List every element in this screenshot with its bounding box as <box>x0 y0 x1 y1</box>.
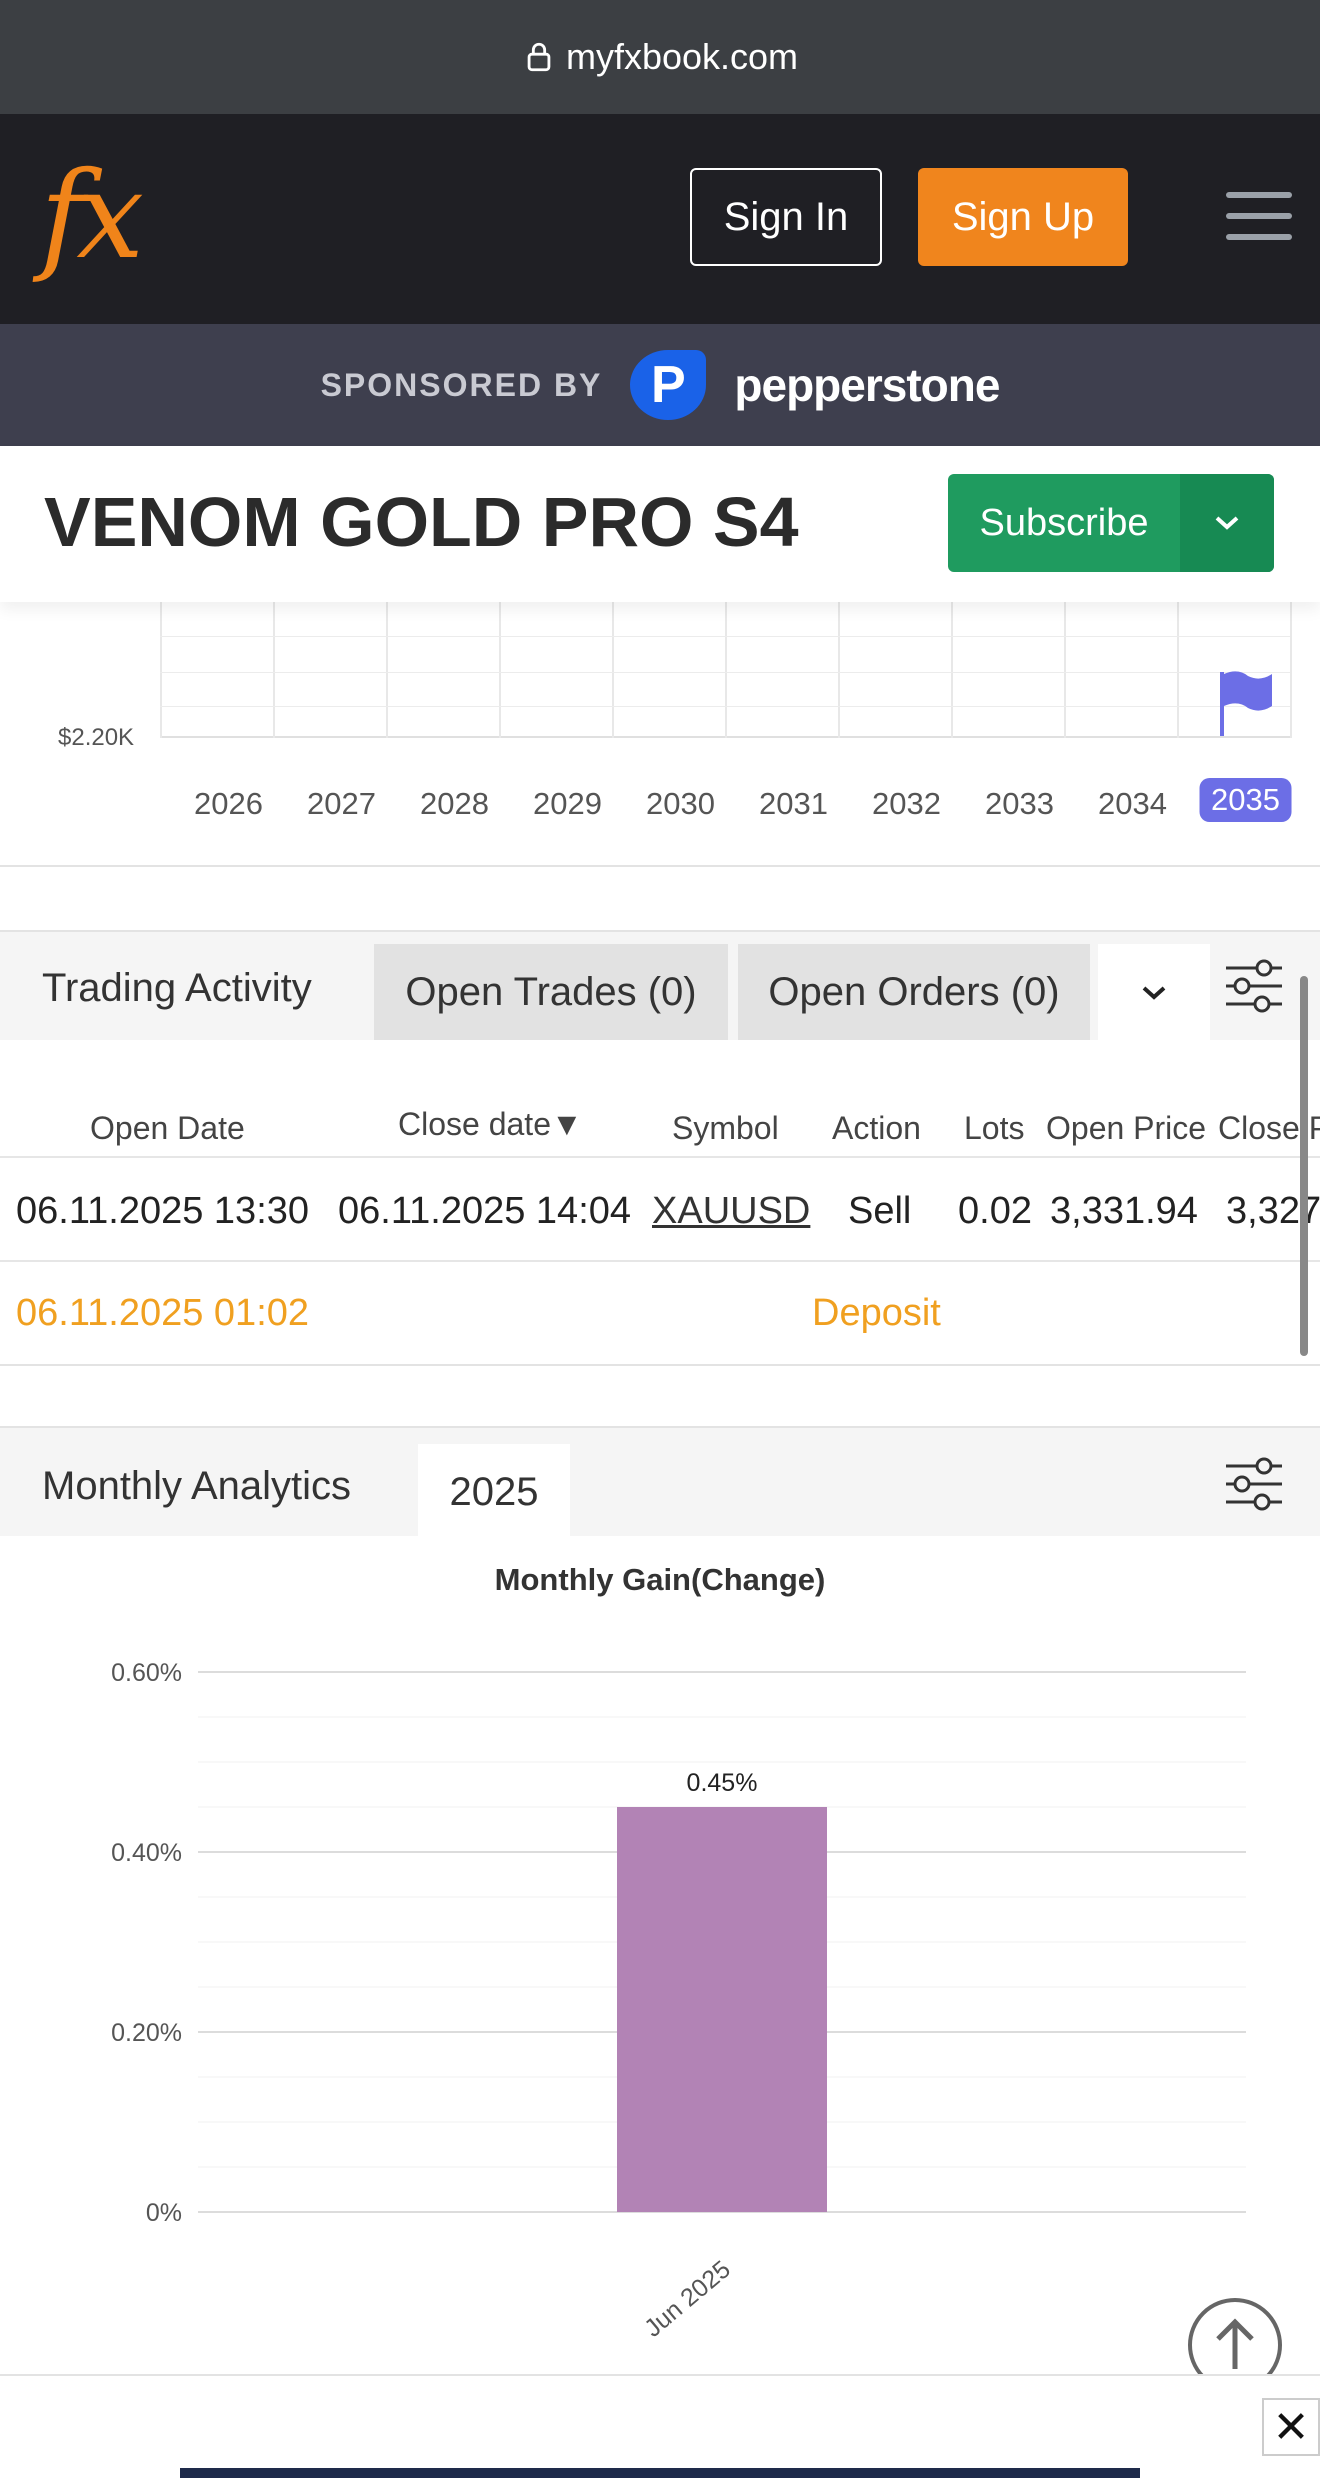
year-label-2029[interactable]: 2029 <box>533 786 602 821</box>
growth-grid-line <box>160 636 1290 637</box>
x-tick-label: Jun 2025 <box>639 2255 736 2343</box>
sponsor-banner[interactable]: SPONSORED BY P pepperstone <box>0 324 1320 446</box>
growth-grid-line <box>1064 602 1066 738</box>
table-scrollbar[interactable] <box>1300 976 1308 1356</box>
cell-open-price: 3,331.94 <box>1050 1190 1198 1232</box>
tab-open-trades[interactable]: Open Trades (0) <box>374 944 728 1040</box>
cell-lots: 0.02 <box>958 1190 1032 1232</box>
chart-title: Monthly Gain(Change) <box>494 1562 826 1597</box>
trading-activity-section: Trading Activity Open Trades (0) Open Or… <box>0 930 1320 1366</box>
col-open-date[interactable]: Open Date <box>90 1110 245 1146</box>
browser-url-text: myfxbook.com <box>565 36 799 77</box>
growth-grid-line <box>160 672 1290 673</box>
growth-chart: $2.20K 2026 2027 2028 2029 2030 2031 2032 2033 2… <box>0 602 1320 867</box>
year-label-2034[interactable]: 2034 <box>1098 786 1167 821</box>
growth-grid-line <box>160 602 162 738</box>
growth-grid-line <box>386 602 388 738</box>
cell-open-date: 06.11.2025 13:30 <box>16 1190 310 1232</box>
col-open-price[interactable]: Open Price <box>1046 1110 1207 1146</box>
year-label-2032[interactable]: 2032 <box>872 786 941 821</box>
y-tick-label: 0.40% <box>111 1839 182 1867</box>
subscribe-dropdown[interactable] <box>1180 474 1274 572</box>
chevron-down-icon <box>1142 986 1166 1000</box>
chevron-down-icon <box>1215 516 1239 530</box>
filter-settings-icon[interactable] <box>1222 956 1286 1016</box>
col-close-date[interactable]: Close date▼ <box>398 1106 583 1142</box>
sponsor-label: SPONSORED BY <box>320 366 603 403</box>
y-tick-label: 0% <box>146 2199 182 2227</box>
growth-grid-line <box>612 602 614 738</box>
hamburger-menu-icon[interactable] <box>1226 192 1292 240</box>
subscribe-button[interactable]: Subscribe <box>979 501 1149 544</box>
table-row[interactable]: 06.11.2025 13:30 06.11.2025 14:04 XAUUSD… <box>0 1156 1320 1262</box>
site-info-icon[interactable] <box>522 40 556 74</box>
fx-logo[interactable]: fx <box>40 147 144 286</box>
flag-icon[interactable] <box>1218 668 1274 738</box>
trading-tabs-dropdown[interactable] <box>1098 944 1210 1042</box>
growth-grid-line <box>499 602 501 738</box>
filter-settings-icon[interactable] <box>1222 1454 1286 1514</box>
subscribe-button-group[interactable]: Subscribe <box>948 474 1274 572</box>
year-label-2030[interactable]: 2030 <box>646 786 715 821</box>
growth-grid-line <box>1177 602 1179 738</box>
cell-action: Sell <box>848 1190 912 1232</box>
tab-open-orders[interactable]: Open Orders (0) <box>738 944 1090 1040</box>
page-title: VENOM GOLD PRO S4 <box>44 483 799 561</box>
bottom-ad-strip <box>180 2468 1140 2478</box>
system-title-bar: VENOM GOLD PRO S4 Subscribe <box>0 446 1320 602</box>
monthly-analytics-section: Monthly Analytics 2025 Monthly Gain(Chan… <box>0 1426 1320 2376</box>
trading-tabs-bar: Trading Activity Open Trades (0) Open Or… <box>0 930 1320 1042</box>
col-lots[interactable]: Lots <box>964 1110 1025 1146</box>
deposit-label: Deposit <box>812 1292 941 1334</box>
growth-grid-line <box>273 602 275 738</box>
growth-grid-line <box>838 602 840 738</box>
pepperstone-logo-icon: P <box>630 350 707 420</box>
site-header: fx Sign In Sign Up <box>0 114 1320 324</box>
tab-year-2025[interactable]: 2025 <box>418 1444 570 1540</box>
growth-y-label: $2.20K <box>58 724 135 751</box>
sign-up-button[interactable]: Sign Up <box>918 168 1128 266</box>
monthly-tabs-bar: Monthly Analytics 2025 <box>0 1426 1320 1540</box>
bar-value-label: 0.45% <box>687 1769 758 1797</box>
browser-url-bar[interactable]: myfxbook.com <box>0 0 1320 114</box>
growth-grid-line <box>951 602 953 738</box>
year-label-2031[interactable]: 2031 <box>759 786 828 821</box>
y-tick-label: 0.60% <box>111 1659 182 1687</box>
y-tick-label: 0.20% <box>111 2019 182 2047</box>
sign-in-button[interactable]: Sign In <box>690 168 882 266</box>
year-label-2035[interactable]: 2035 <box>1199 778 1292 822</box>
col-symbol[interactable]: Symbol <box>672 1110 779 1146</box>
deposit-date: 06.11.2025 01:02 <box>16 1292 310 1334</box>
growth-grid-line <box>725 602 727 738</box>
cell-symbol-link[interactable]: XAUUSD <box>652 1190 811 1232</box>
deposit-row[interactable]: 06.11.2025 01:02 Deposit <box>0 1262 1320 1366</box>
year-label-2028[interactable]: 2028 <box>420 786 489 821</box>
bottom-ad-bar <box>0 2374 1320 2478</box>
arrow-up-icon <box>1216 2318 1254 2369</box>
year-label-2027[interactable]: 2027 <box>307 786 376 821</box>
col-action[interactable]: Action <box>832 1110 921 1146</box>
monthly-gain-chart: 0% 0.20% 0.40% 0.60% 0.45% Jun 2025 <box>111 1659 1246 2343</box>
sponsor-brand: pepperstone <box>734 359 1000 411</box>
year-label-2026[interactable]: 2026 <box>194 786 263 821</box>
bar-jun-2025[interactable] <box>617 1807 827 2212</box>
growth-grid-line <box>160 706 1290 707</box>
trading-activity-title[interactable]: Trading Activity <box>42 966 312 1010</box>
monthly-analytics-title[interactable]: Monthly Analytics <box>42 1464 352 1508</box>
growth-grid-line <box>1290 602 1292 738</box>
growth-chart-grid <box>160 602 1292 738</box>
close-ad-icon[interactable]: ✕ <box>1262 2398 1320 2456</box>
cell-close-date: 06.11.2025 14:04 <box>338 1190 632 1232</box>
year-label-2033[interactable]: 2033 <box>985 786 1054 821</box>
